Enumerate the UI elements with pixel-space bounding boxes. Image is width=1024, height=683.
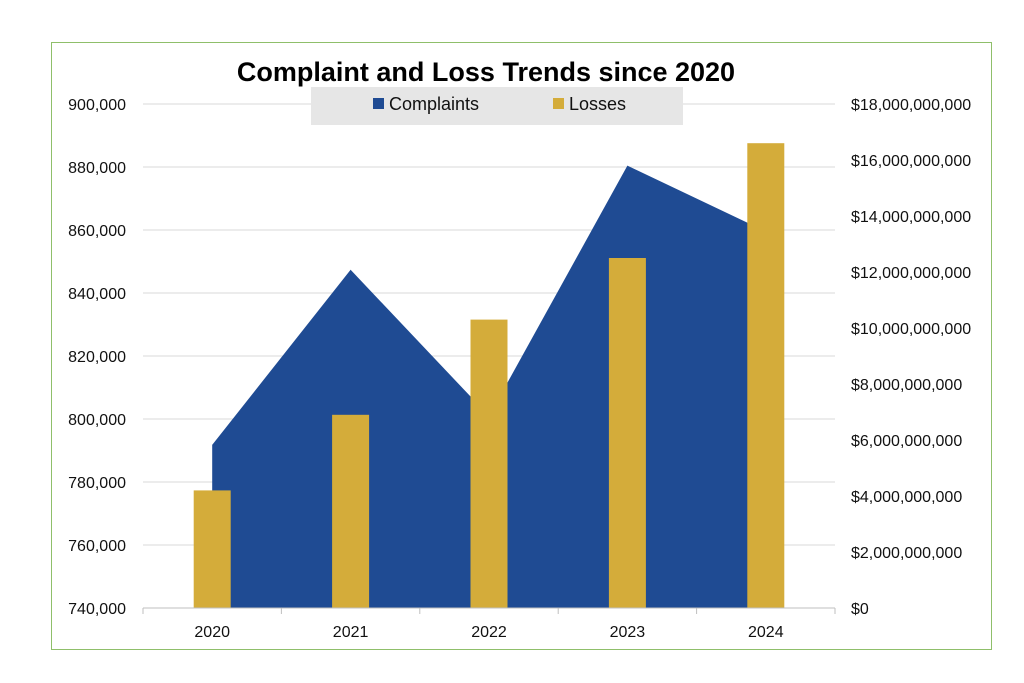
left-tick-label: 800,000 xyxy=(68,412,126,429)
x-tick-label: 2024 xyxy=(748,624,784,641)
legend-swatch-losses xyxy=(553,98,564,109)
left-tick-label: 740,000 xyxy=(68,601,126,618)
left-tick-label: 780,000 xyxy=(68,475,126,492)
legend-background xyxy=(311,87,683,125)
right-tick-label: $18,000,000,000 xyxy=(851,97,971,114)
x-tick-label: 2021 xyxy=(333,624,369,641)
losses-bar-layer xyxy=(193,143,785,608)
losses-bar xyxy=(193,490,231,608)
right-tick-label: $2,000,000,000 xyxy=(851,545,962,562)
right-tick-label: $16,000,000,000 xyxy=(851,153,971,170)
right-tick-label: $8,000,000,000 xyxy=(851,377,962,394)
axes xyxy=(142,607,836,614)
x-axis-ticks: 2020 2021 2022 2023 2024 xyxy=(194,624,783,641)
left-tick-label: 840,000 xyxy=(68,286,126,303)
left-tick-label: 880,000 xyxy=(68,160,126,177)
left-tick-label: 900,000 xyxy=(68,97,126,114)
legend-swatch-complaints xyxy=(373,98,384,109)
x-tick-label: 2022 xyxy=(471,624,507,641)
right-tick-label: $6,000,000,000 xyxy=(851,433,962,450)
x-tick-label: 2023 xyxy=(610,624,646,641)
legend-label-complaints: Complaints xyxy=(389,94,479,114)
left-tick-label: 820,000 xyxy=(68,349,126,366)
right-tick-label: $4,000,000,000 xyxy=(851,489,962,506)
x-tick-label: 2020 xyxy=(194,624,230,641)
chart-title: Complaint and Loss Trends since 2020 xyxy=(237,57,735,87)
right-tick-label: $12,000,000,000 xyxy=(851,265,971,282)
legend-label-losses: Losses xyxy=(569,94,626,114)
losses-bar xyxy=(747,143,785,608)
right-tick-label: $0 xyxy=(851,601,869,618)
left-tick-label: 760,000 xyxy=(68,538,126,555)
right-axis-ticks: $0 $2,000,000,000 $4,000,000,000 $6,000,000… xyxy=(851,97,971,618)
legend: Complaints Losses xyxy=(311,87,683,125)
left-tick-label: 860,000 xyxy=(68,223,126,240)
losses-bar xyxy=(332,414,370,608)
right-tick-label: $14,000,000,000 xyxy=(851,209,971,226)
losses-bar xyxy=(470,319,508,608)
left-axis-ticks: 740,000 760,000 780,000 800,000 820,000 840,0… xyxy=(68,97,126,618)
losses-bar xyxy=(608,258,646,608)
right-tick-label: $10,000,000,000 xyxy=(851,321,971,338)
